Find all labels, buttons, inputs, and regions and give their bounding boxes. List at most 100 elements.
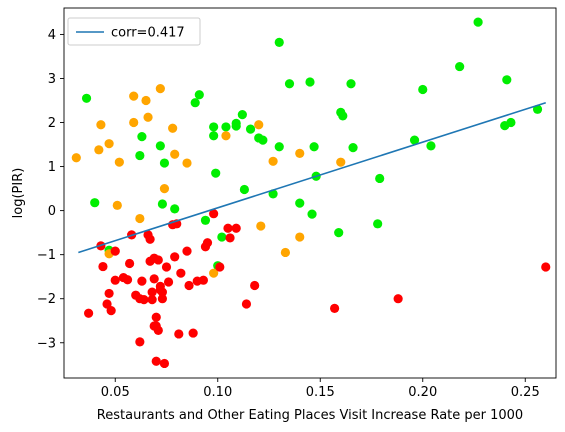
scatter-point [151,312,161,322]
scatter-point [211,168,221,178]
scatter-point [305,77,315,87]
scatter-point [153,255,163,265]
scatter-point [209,209,219,219]
scatter-point [541,262,551,272]
scatter-point [256,221,266,231]
scatter-point [182,158,192,168]
scatter-point [194,90,204,100]
scatter-point [295,148,305,158]
scatter-point [295,232,305,242]
scatter-point [268,156,278,166]
scatter-point [502,75,512,85]
scatter-point [200,215,211,225]
scatter-point [147,287,157,297]
scatter-point [225,233,235,243]
scatter-point [307,209,317,219]
scatter-point [182,246,192,256]
marks-layer [71,17,551,369]
x-tick-label: 0.25 [511,385,540,400]
scatter-point [215,262,225,272]
scatter-point [190,98,200,108]
scatter-point [184,280,194,291]
scatter-point [71,153,81,163]
scatter-point [223,223,233,233]
scatter-point [506,117,516,128]
scatter-point [161,262,172,272]
y-tick-label: 4 [48,28,56,43]
scatter-point [338,111,348,121]
scatter-point [330,303,340,313]
scatter-point [102,299,112,309]
y-tick-label: −2 [37,292,56,307]
scatter-point [295,198,305,208]
legend-label: corr=0.417 [111,26,185,41]
y-tick-label: −1 [37,248,56,263]
scatter-point [94,145,104,155]
scatter-point [170,204,180,214]
scatter-point [418,84,428,95]
scatter-point [135,337,145,347]
scatter-point [284,79,295,89]
scatter-point [155,141,165,151]
x-tick-label: 0.10 [203,385,232,400]
y-tick-label: 3 [48,72,56,87]
scatter-point [241,299,252,309]
scatter-point [139,295,149,305]
scatter-point [104,139,114,149]
legend: corr=0.417 [67,17,201,46]
scatter-point [155,84,165,94]
scatter-point [221,131,231,141]
regression-layer [78,101,546,254]
scatter-point [231,223,241,233]
scatter-point [163,277,174,287]
scatter-point [137,276,147,286]
scatter-point [176,268,186,278]
x-axis-ticks: 0.05 0.10 0.15 0.20 0.25 [101,378,540,400]
scatter-point [334,228,344,238]
y-axis-ticks: −3 −2 −1 0 1 2 3 4 [37,28,64,351]
x-axis-label: Restaurants and Other Eating Places Visi… [97,408,523,423]
scatter-point [129,117,139,128]
scatter-point [110,246,120,256]
scatter-point [245,124,256,134]
scatter-point [125,258,135,269]
scatter-point [106,306,116,316]
scatter-point [231,121,241,131]
scatter-point [274,142,284,152]
scatter-point [336,157,346,167]
scatter-point [141,95,151,106]
y-tick-label: 1 [48,160,56,175]
y-tick-label: 0 [48,204,56,219]
y-tick-label: 2 [48,116,56,131]
scatter-point [393,294,403,304]
scatter-point [209,131,219,141]
plot-frame [63,7,557,379]
scatter-point [129,91,139,101]
scatter-point [209,122,219,132]
scatter-point [348,143,358,153]
scatter-point [274,37,284,47]
scatter-point [455,61,465,72]
scatter-point [159,158,170,168]
scatter-point [254,120,264,130]
scatter-point [157,199,167,209]
scatter-point [159,358,170,369]
legend-box [67,17,201,46]
scatter-point [81,93,92,103]
scatter-point [137,132,147,142]
scatter-point [426,141,436,151]
scatter-point [96,120,106,130]
scatter-point [98,261,108,272]
scatter-point [84,308,94,318]
scatter-point [188,328,198,338]
scatter-point [135,150,145,161]
y-tick-label: −3 [37,336,56,351]
scatter-point [168,123,178,133]
scatter-point [170,252,180,262]
scatter-point [143,112,153,122]
scatter-point [532,104,543,114]
scatter-point [104,288,114,299]
scatter-point [217,232,227,242]
scatter-point [202,238,213,248]
